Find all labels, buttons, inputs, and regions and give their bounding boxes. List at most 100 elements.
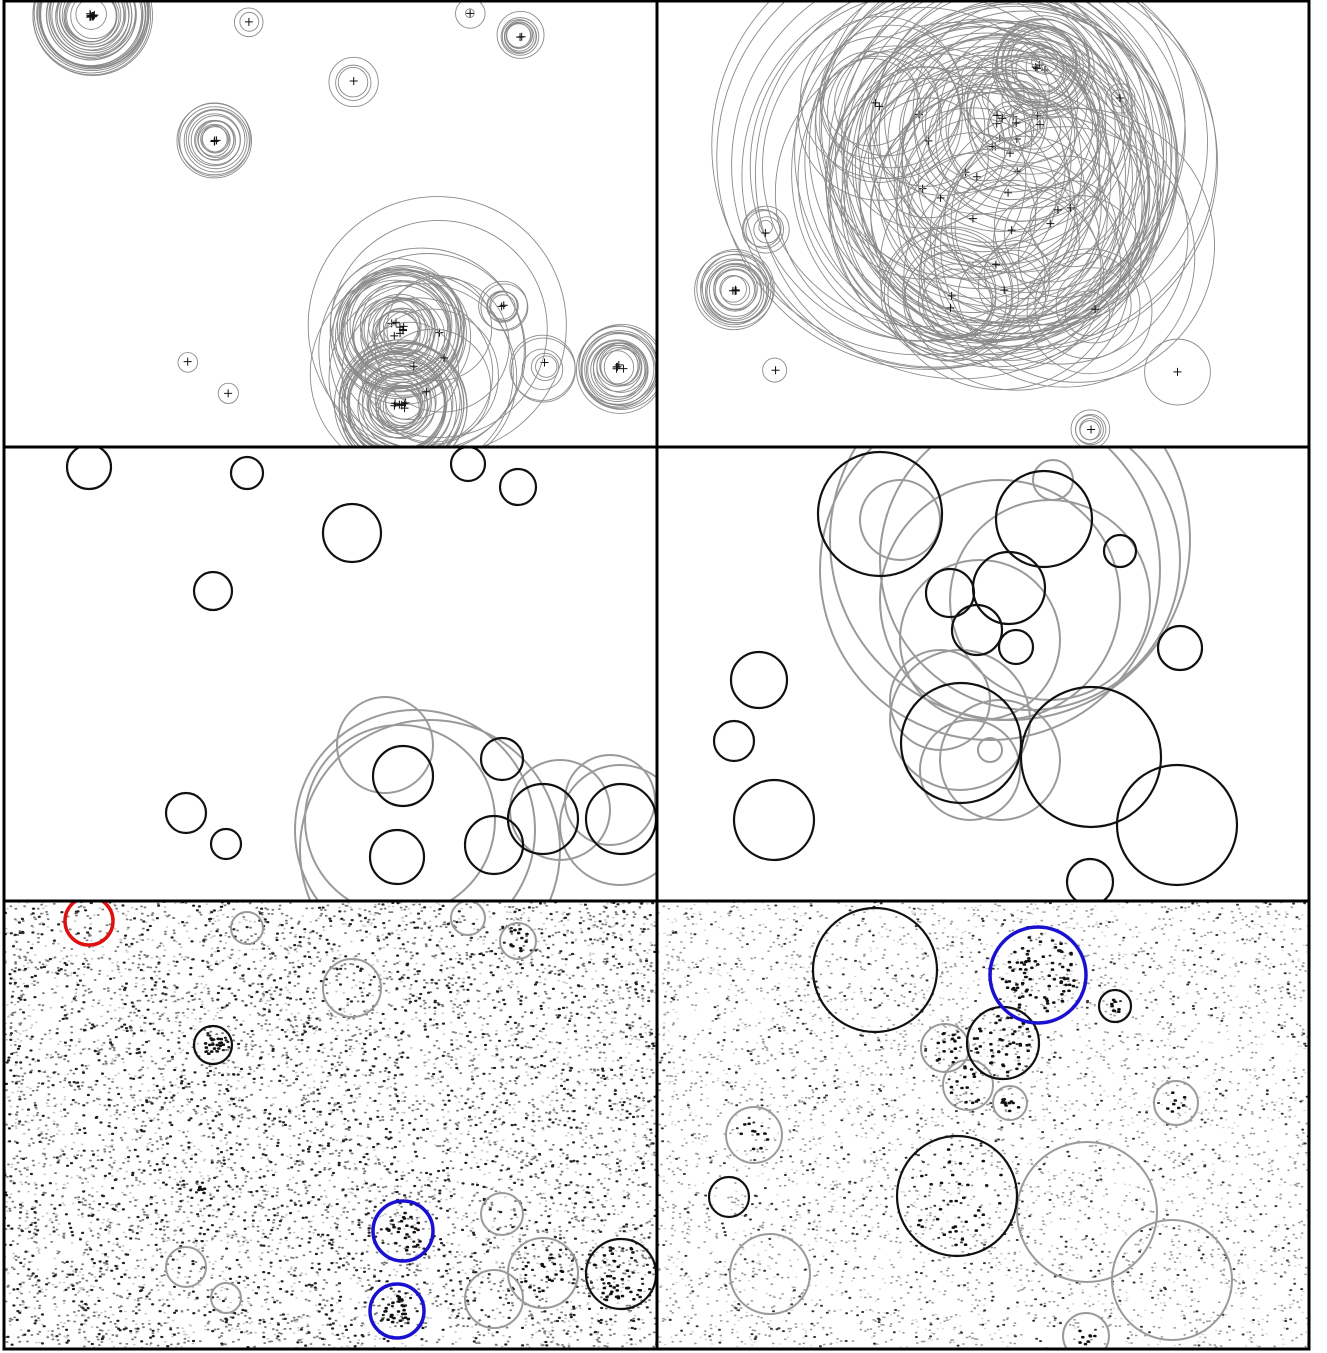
- circle: [950, 116, 1161, 326]
- circle: [1016, 1141, 1158, 1283]
- circle: [449, 447, 487, 483]
- circle: [1153, 1080, 1199, 1126]
- circle: [884, 25, 1073, 215]
- circle: [732, 778, 816, 862]
- circle: [499, 922, 537, 960]
- circle: [371, 1199, 435, 1263]
- panel-middle-left: [65, 447, 657, 901]
- circle: [188, 113, 241, 167]
- circle: [997, 628, 1035, 666]
- circle: [229, 455, 265, 491]
- circle: [816, 450, 944, 578]
- circle: [338, 271, 460, 393]
- cross-marks: [183, 357, 192, 366]
- circle: [921, 55, 1048, 182]
- circle: [503, 19, 538, 54]
- circle: [1017, 195, 1142, 319]
- circle: [294, 709, 536, 901]
- circle: [966, 42, 1088, 164]
- circle: [963, 37, 1101, 175]
- circle: [178, 102, 251, 176]
- panel-top-right: [694, 0, 1218, 447]
- star-cluster: [592, 1246, 652, 1302]
- circle: [899, 559, 1061, 721]
- circle: [1110, 89, 1129, 108]
- cross-marks: [390, 398, 410, 413]
- circle: [507, 1237, 579, 1309]
- circle: [1144, 338, 1211, 406]
- circle: [842, 66, 1006, 229]
- circle: [988, 925, 1088, 1025]
- circle: [889, 649, 991, 751]
- circle: [342, 264, 465, 388]
- circle: [895, 1134, 1019, 1258]
- circle: [575, 325, 657, 414]
- circle: [530, 352, 560, 382]
- circle: [192, 1024, 234, 1066]
- circle: [701, 253, 772, 324]
- circle: [176, 102, 252, 179]
- circle: [479, 736, 525, 782]
- circle: [335, 64, 372, 101]
- circle: [318, 247, 525, 447]
- star-cluster: [524, 1256, 565, 1293]
- circle: [209, 827, 243, 861]
- circle: [61, 0, 122, 45]
- star-cluster: [935, 1032, 961, 1064]
- circle: [992, 1085, 1028, 1121]
- circle: [39, 0, 147, 67]
- cross-marks: [466, 9, 475, 18]
- circle: [978, 249, 1050, 322]
- circle: [1004, 186, 1100, 283]
- circle: [501, 19, 537, 54]
- circle: [75, 0, 107, 30]
- circle: [328, 56, 379, 108]
- circle: [821, 0, 1147, 290]
- circle: [183, 108, 248, 173]
- circle: [918, 263, 994, 339]
- circle: [210, 1282, 242, 1314]
- circle: [165, 1246, 207, 1288]
- cross-marks: [761, 228, 770, 237]
- circle: [603, 348, 642, 387]
- circle: [1097, 988, 1133, 1024]
- circle: [987, 58, 1079, 150]
- circle: [368, 828, 426, 886]
- circle: [957, 45, 1050, 139]
- circle: [800, 16, 964, 180]
- circle: [332, 269, 463, 399]
- circle: [336, 696, 434, 794]
- circle: [981, 73, 1025, 117]
- circle: [346, 353, 445, 447]
- circle: [505, 23, 532, 50]
- circle: [707, 1175, 751, 1219]
- circle: [341, 341, 465, 447]
- circle: [465, 8, 475, 19]
- circle: [741, 0, 1126, 368]
- circle: [599, 344, 641, 386]
- cross-marks: [728, 285, 741, 295]
- circle: [559, 764, 657, 886]
- circle: [1156, 624, 1204, 672]
- circle: [939, 699, 1061, 821]
- circle: [535, 355, 558, 378]
- circle: [600, 350, 635, 385]
- circle: [933, 126, 1196, 388]
- circle: [217, 382, 239, 404]
- circle: [360, 321, 459, 421]
- circle: [869, 0, 1186, 293]
- circle: [177, 352, 199, 373]
- circle: [977, 737, 1003, 763]
- circle: [337, 67, 369, 98]
- circle: [696, 249, 775, 328]
- star-cluster: [203, 1037, 226, 1055]
- circle: [887, 232, 1013, 358]
- circle: [455, 0, 486, 29]
- circle: [368, 1282, 426, 1340]
- circle: [322, 958, 382, 1018]
- circle: [741, 205, 790, 254]
- circle: [1079, 420, 1100, 441]
- circle: [585, 339, 649, 402]
- circle: [581, 333, 656, 408]
